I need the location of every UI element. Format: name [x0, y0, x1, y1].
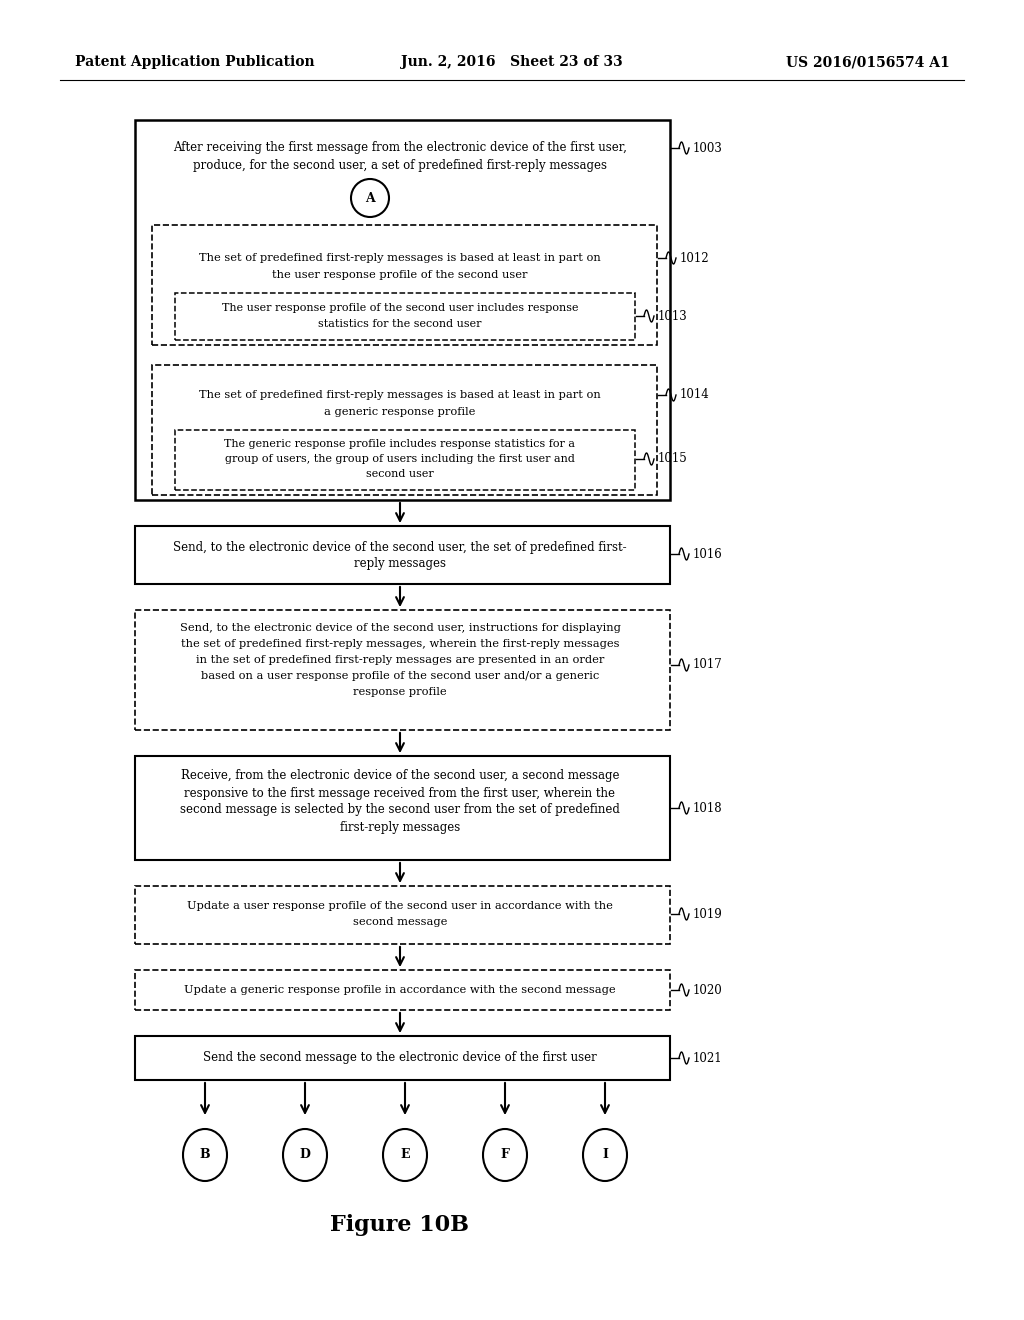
Text: D: D	[300, 1148, 310, 1162]
Text: 1012: 1012	[680, 252, 710, 264]
Bar	[135, 525, 670, 583]
Text: in the set of predefined first-reply messages are presented in an order: in the set of predefined first-reply mes…	[196, 655, 604, 665]
Text: F: F	[501, 1148, 509, 1162]
Text: 1003: 1003	[693, 141, 723, 154]
Bar	[135, 970, 670, 1010]
Text: 1015: 1015	[658, 453, 688, 466]
Text: 1016: 1016	[693, 548, 723, 561]
Text: based on a user response profile of the second user and/or a generic: based on a user response profile of the …	[201, 671, 599, 681]
Bar	[152, 224, 657, 345]
Bar	[135, 756, 670, 861]
Text: second message: second message	[353, 917, 447, 927]
Text: a generic response profile: a generic response profile	[325, 407, 476, 417]
Text: produce, for the second user, a set of predefined first-reply messages: produce, for the second user, a set of p…	[193, 158, 607, 172]
Text: Receive, from the electronic device of the second user, a second message: Receive, from the electronic device of t…	[181, 770, 620, 783]
Text: 1018: 1018	[693, 801, 723, 814]
Text: Patent Application Publication: Patent Application Publication	[75, 55, 314, 69]
Text: response profile: response profile	[353, 686, 446, 697]
Text: The set of predefined first-reply messages is based at least in part on: The set of predefined first-reply messag…	[199, 253, 601, 263]
Text: statistics for the second user: statistics for the second user	[318, 319, 481, 329]
Bar	[135, 610, 670, 730]
Text: The user response profile of the second user includes response: The user response profile of the second …	[222, 304, 579, 313]
Bar	[135, 120, 670, 500]
Bar	[175, 430, 635, 490]
Text: E: E	[400, 1148, 410, 1162]
Text: first-reply messages: first-reply messages	[340, 821, 460, 833]
Text: The set of predefined first-reply messages is based at least in part on: The set of predefined first-reply messag…	[199, 389, 601, 400]
Text: US 2016/0156574 A1: US 2016/0156574 A1	[786, 55, 950, 69]
Text: 1019: 1019	[693, 908, 723, 920]
Text: Send, to the electronic device of the second user, the set of predefined first-: Send, to the electronic device of the se…	[173, 540, 627, 553]
Text: 1017: 1017	[693, 659, 723, 672]
Text: 1013: 1013	[658, 309, 688, 322]
Text: 1020: 1020	[693, 983, 723, 997]
Text: 1021: 1021	[693, 1052, 723, 1064]
Text: the set of predefined first-reply messages, wherein the first-reply messages: the set of predefined first-reply messag…	[181, 639, 620, 649]
Text: Send the second message to the electronic device of the first user: Send the second message to the electroni…	[203, 1052, 597, 1064]
Text: second user: second user	[367, 469, 434, 479]
Bar	[135, 886, 670, 944]
Text: reply messages: reply messages	[354, 557, 446, 569]
Text: the user response profile of the second user: the user response profile of the second …	[272, 271, 527, 280]
Bar	[135, 1036, 670, 1080]
Text: responsive to the first message received from the first user, wherein the: responsive to the first message received…	[184, 787, 615, 800]
Text: group of users, the group of users including the first user and: group of users, the group of users inclu…	[225, 454, 574, 465]
Text: After receiving the first message from the electronic device of the first user,: After receiving the first message from t…	[173, 141, 627, 154]
Text: 1014: 1014	[680, 388, 710, 401]
Text: Update a generic response profile in accordance with the second message: Update a generic response profile in acc…	[184, 985, 615, 995]
Text: A: A	[366, 191, 375, 205]
Text: Send, to the electronic device of the second user, instructions for displaying: Send, to the electronic device of the se…	[179, 623, 621, 634]
Text: B: B	[200, 1148, 210, 1162]
Text: I: I	[602, 1148, 608, 1162]
Text: The generic response profile includes response statistics for a: The generic response profile includes re…	[224, 440, 575, 449]
Bar	[175, 293, 635, 341]
Text: Jun. 2, 2016   Sheet 23 of 33: Jun. 2, 2016 Sheet 23 of 33	[401, 55, 623, 69]
Text: second message is selected by the second user from the set of predefined: second message is selected by the second…	[180, 804, 620, 817]
Text: Figure 10B: Figure 10B	[331, 1214, 469, 1236]
Bar	[152, 366, 657, 495]
Text: Update a user response profile of the second user in accordance with the: Update a user response profile of the se…	[187, 902, 613, 911]
